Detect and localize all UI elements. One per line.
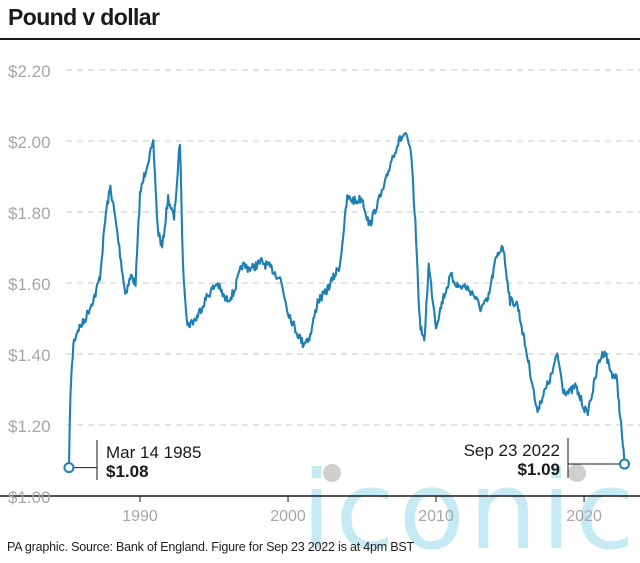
y-tick-label: $2.00 bbox=[8, 133, 51, 152]
x-tick-label: 2020 bbox=[566, 508, 602, 525]
annotations: Mar 14 1985$1.08 Sep 23 2022$1.09 bbox=[63, 438, 630, 481]
gridlines bbox=[0, 69, 640, 497]
x-tick-label: 2010 bbox=[418, 508, 454, 525]
title-divider bbox=[0, 38, 640, 40]
start-value-label: $1.08 bbox=[106, 462, 149, 481]
start-marker bbox=[63, 462, 75, 474]
y-tick-label: $1.40 bbox=[8, 346, 51, 365]
watermark-dot bbox=[568, 464, 586, 482]
source-note: PA graphic. Source: Bank of England. Fig… bbox=[7, 540, 414, 554]
y-tick-label: $1.80 bbox=[8, 204, 51, 223]
end-value-label: $1.09 bbox=[517, 460, 560, 479]
x-tick-label: 2000 bbox=[270, 508, 306, 525]
y-tick-label: $1.20 bbox=[8, 417, 51, 436]
end-marker bbox=[618, 458, 630, 470]
series-layer bbox=[67, 131, 626, 468]
y-tick-label: $1.60 bbox=[8, 275, 51, 294]
end-date-label: Sep 23 2022 bbox=[464, 441, 560, 460]
watermark-text: iconic bbox=[301, 449, 638, 563]
start-date-label: Mar 14 1985 bbox=[106, 443, 201, 462]
x-tick-label: 1990 bbox=[122, 508, 158, 525]
x-axis: 1990 2000 2010 2020 bbox=[122, 496, 602, 525]
y-tick-label: $1.00 bbox=[8, 488, 51, 507]
watermark-dot bbox=[323, 464, 341, 482]
y-tick-label: $2.20 bbox=[8, 62, 51, 81]
series-line bbox=[67, 131, 626, 468]
chart-title: Pound v dollar bbox=[8, 4, 160, 30]
y-axis: $1.00 $1.20 $1.40 $1.60 $1.80 $2.00 $2.20 bbox=[8, 62, 51, 507]
watermark: iconic bbox=[301, 449, 638, 563]
